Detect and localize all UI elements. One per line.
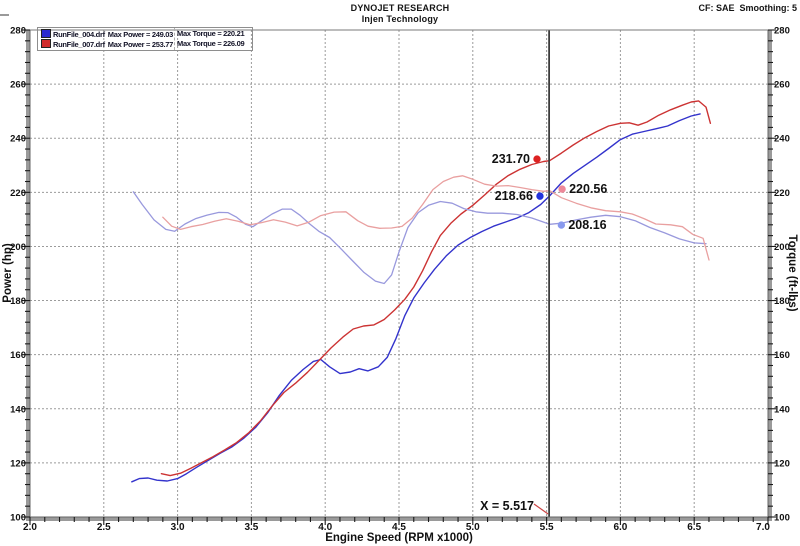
legend-box: RunFile_004.drf Max Power = 249.03 Max Tor… <box>37 27 253 51</box>
x-tick-label: 6.0 <box>613 522 627 533</box>
callout-dot <box>536 192 544 200</box>
y-tick-label-left: 220 <box>10 188 26 199</box>
runfile-004-file-label: RunFile_004.drf <box>53 30 105 39</box>
callout-dot <box>558 185 566 193</box>
x-tick-label: 2.5 <box>97 522 111 533</box>
cursor-x-label: X = 5.517 <box>480 499 534 513</box>
y-tick-label-left: 140 <box>10 404 26 415</box>
torque-curve-runfile-007 <box>162 175 710 261</box>
y-axis-title-right: Torque (ft-lbs) <box>786 234 798 311</box>
cursor-label-connector <box>533 503 549 515</box>
runfile-004-max-power: Max Power = 249.03 <box>107 30 174 39</box>
report-brand: DYNOJET RESEARCH <box>350 3 450 13</box>
x-tick-label: 3.5 <box>244 522 258 533</box>
y-tick-label-right: 100 <box>774 513 790 524</box>
x-tick-label: 6.5 <box>687 522 701 533</box>
callout-dot <box>533 155 541 163</box>
y-tick-label-right: 280 <box>774 26 790 37</box>
callout-dot <box>557 221 566 229</box>
y-tick-label-left: 240 <box>10 134 26 145</box>
y-tick-label-right: 160 <box>774 350 790 361</box>
correction-smoothing-info: CF: SAE Smoothing: 5 <box>698 3 798 13</box>
y-tick-label-right: 120 <box>774 458 790 469</box>
x-tick-label: 4.0 <box>318 522 332 533</box>
x-tick-label: 3.0 <box>171 522 185 533</box>
x-axis-title: Engine Speed (RPM x1000) <box>325 532 473 544</box>
axis-ticks <box>22 29 776 525</box>
y-tick-label-right: 140 <box>774 404 790 415</box>
callout-value-label: 218.66 <box>495 189 533 203</box>
runfile-007-file-label: RunFile_007.drf <box>53 40 105 49</box>
left-axis-band <box>26 30 30 521</box>
x-tick-label: 4.5 <box>392 522 406 533</box>
runfile-007-max-torque: Max Torque = 226.09 <box>177 39 245 48</box>
x-tick-label: 5.0 <box>466 522 480 533</box>
y-tick-label-right: 180 <box>774 296 790 307</box>
gridlines <box>30 30 768 517</box>
x-tick-label: 7.0 <box>756 522 770 533</box>
power-curve-runfile-004 <box>131 113 701 483</box>
right-axis-band <box>768 30 772 521</box>
curves <box>131 100 712 483</box>
y-tick-label-left: 280 <box>10 26 26 37</box>
y-tick-label-left: 180 <box>10 296 26 307</box>
y-axis-title-left: Power (hp) <box>2 243 14 303</box>
runfile-007-max-power: Max Power = 253.77 <box>107 40 174 49</box>
runfile-004-color-swatch <box>41 29 51 38</box>
y-tick-label-left: 160 <box>10 350 26 361</box>
runfile-004-max-torque: Max Torque = 220.21 <box>177 29 245 38</box>
legend-row-runfile-007[interactable]: RunFile_007.drf Max Power = 253.77 Max Tor… <box>38 39 252 49</box>
torque-curve-runfile-004 <box>132 191 707 285</box>
window-artifact-dash <box>0 14 9 16</box>
cursor-value-callouts <box>533 155 566 229</box>
y-tick-label-left: 200 <box>10 242 26 253</box>
x-tick-label: 2.0 <box>23 522 37 533</box>
power-curve-runfile-007 <box>160 100 712 477</box>
x-tick-label: 5.5 <box>540 522 554 533</box>
callout-value-label: 220.56 <box>569 182 607 196</box>
y-tick-label-left: 260 <box>10 80 26 91</box>
runfile-007-color-swatch <box>41 39 51 48</box>
y-tick-label-right: 260 <box>774 80 790 91</box>
legend-row-runfile-004[interactable]: RunFile_004.drf Max Power = 249.03 Max Tor… <box>38 29 252 39</box>
y-tick-label-right: 200 <box>774 242 790 253</box>
report-subtitle: Injen Technology <box>361 14 439 24</box>
y-tick-label-left: 100 <box>10 513 26 524</box>
legend-column-divider <box>174 28 175 50</box>
y-tick-label-right: 240 <box>774 134 790 145</box>
y-tick-label-right: 220 <box>774 188 790 199</box>
callout-value-label: 231.70 <box>492 152 530 166</box>
callout-value-label: 208.16 <box>568 218 606 232</box>
y-tick-label-left: 120 <box>10 458 26 469</box>
